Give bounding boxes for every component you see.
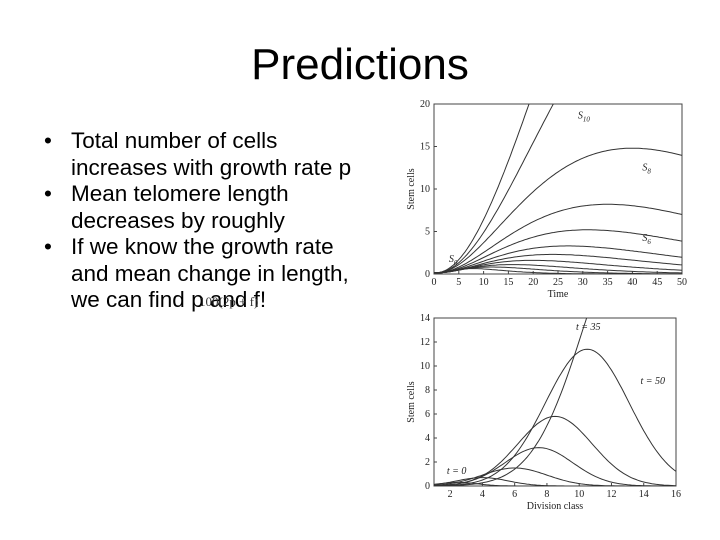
x-tick-label: 0 [432,277,437,288]
annotation-main: S [449,254,454,265]
series-group [434,318,676,486]
y-tick-label: 10 [420,184,430,195]
x-tick-label: 40 [627,277,637,288]
x-tick-label: 2 [448,489,453,500]
bullet-icon: • [44,181,52,206]
x-tick-label: 10 [479,277,489,288]
y-tick-label: 2 [425,457,430,468]
annotation-subscript: 10 [583,115,591,123]
growth-formula: 100(2p + f) [199,294,259,309]
plot-frame [433,103,683,275]
y-axis-label: Stem cells [406,168,417,209]
annotation-main: t = 50 [641,376,666,387]
series-line-t20 [434,467,676,486]
annotation-label: S6 [642,233,651,246]
x-tick-label: 20 [528,277,538,288]
x-axis-label: Division class [527,501,583,512]
y-tick-label: 20 [420,99,430,110]
annotation-label: S8 [642,162,651,175]
x-tick-label: 16 [671,489,681,500]
annotation-label: S0 [449,254,458,267]
x-tick-label: 15 [503,277,513,288]
y-tick-label: 12 [420,337,430,348]
y-tick-label: 14 [420,313,430,324]
bullet-list: • Total number of cells increases with gr… [44,128,354,314]
annotation-label: S10 [578,110,591,123]
x-tick-label: 35 [603,277,613,288]
x-tick-label: 4 [480,489,485,500]
bullet-text: If we know the growth rate and mean chan… [71,234,349,312]
series-line-S2 [434,264,682,274]
y-tick-label: 8 [425,385,430,396]
x-tick-label: 45 [652,277,662,288]
x-tick-label: 14 [639,489,649,500]
x-tick-label: 30 [578,277,588,288]
series-line-S10 [434,104,530,274]
series-line-S6 [434,229,682,274]
division-class-chart: 2 4 6 8 10 12 14 16 0 2 4 6 8 10 12 14 Division class Ste… [406,313,681,512]
x-tick-label: 5 [456,277,461,288]
annotation-label: t = 50 [641,376,666,387]
series-line-S9 [434,104,554,274]
series-line-S7 [434,203,682,274]
slide-title: Predictions [251,40,469,89]
series-line-t40 [434,348,676,486]
x-tick-label: 50 [677,277,687,288]
y-tick-label: 5 [425,227,430,238]
y-tick-label: 4 [425,433,430,444]
x-tick-label: 8 [544,489,549,500]
annotation-main: t = 35 [576,322,601,333]
series-line-t30 [434,415,676,486]
series-line-t25 [434,447,676,486]
x-tick-label: 6 [512,489,517,500]
annotation-subscript: 0 [454,259,458,267]
bullet-icon: • [44,128,52,153]
series-line-S0 [434,268,682,274]
annotation-label: t = 0 [447,466,467,477]
bullet-item: • Total number of cells increases with gr… [44,128,354,181]
y-tick-label: 6 [425,409,430,420]
bullet-text: Total number of cells increases with gro… [71,128,352,180]
bullet-item: • Mean telomere length decreases by rough… [44,181,354,234]
bullet-text: Mean telomere length decreases by roughl… [71,181,289,233]
x-tick-label: 12 [606,489,616,500]
annotation-label: t = 35 [576,322,601,333]
series-line-S4 [434,253,682,274]
series-line-S8 [434,147,682,274]
plot-frame [433,317,677,487]
annotation-subscript: 8 [647,167,651,175]
y-tick-label: 0 [425,481,430,492]
annotation-main: t = 0 [447,466,467,477]
x-tick-label: 25 [553,277,563,288]
annotation-main: S [642,162,647,173]
time-course-chart: 0 5 10 15 20 25 30 35 40 45 50 0 5 10 15 20 Time Stem cel… [406,99,687,300]
x-tick-label: 10 [574,489,584,500]
series-group [434,104,682,274]
y-tick-label: 10 [420,361,430,372]
bullet-item: • If we know the growth rate and mean cha… [44,234,354,314]
annotation-main: S [578,110,583,121]
annotation-main: S [642,233,647,244]
bullet-icon: • [44,234,52,259]
series-line-t50 [434,318,588,486]
x-axis-label: Time [548,289,569,300]
y-tick-label: 15 [420,142,430,153]
y-axis-label: Stem cells [406,381,417,422]
y-tick-label: 0 [425,269,430,280]
series-line-S5 [434,245,682,274]
annotation-subscript: 6 [647,238,651,246]
series-line-S3 [434,259,682,274]
